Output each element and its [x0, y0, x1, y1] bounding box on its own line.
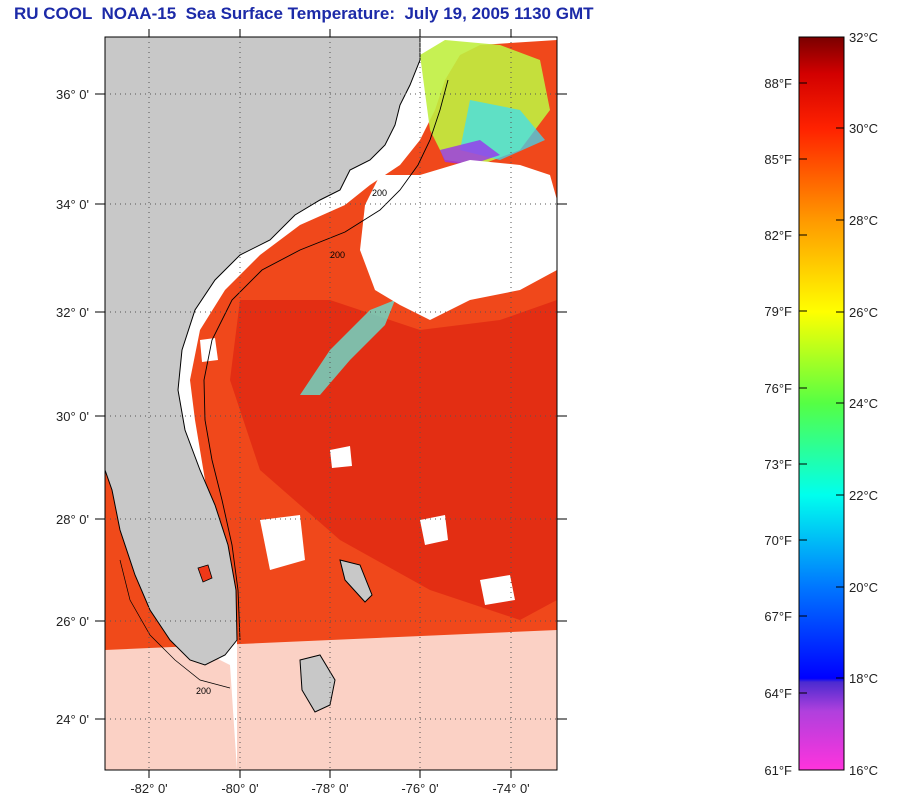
lat-label: 32° 0': [56, 305, 89, 320]
lat-label: 24° 0': [56, 712, 89, 727]
colorbar-f-label: 85°F: [764, 152, 792, 167]
axis-ticks: [95, 29, 567, 778]
colorbar-c-label: 18°C: [849, 671, 878, 686]
colorbar-f-label: 76°F: [764, 381, 792, 396]
colorbar-c-label: 32°C: [849, 30, 878, 45]
lat-label: 28° 0': [56, 512, 89, 527]
map-panel: [105, 37, 557, 770]
colorbar-c-label: 28°C: [849, 213, 878, 228]
cloud-patch-1: [260, 515, 305, 570]
land-us-coast: [105, 37, 421, 666]
colorbar-fahrenheit-labels: 88°F 85°F 82°F 79°F 76°F 73°F 70°F 67°F …: [764, 76, 792, 778]
map-title: RU COOL NOAA-15 Sea Surface Temperature:…: [14, 4, 594, 23]
land-bahamas-eleuthera: [339, 559, 373, 603]
longitude-labels: -82° 0' -80° 0' -78° 0' -76° 0' -74° 0': [130, 781, 529, 796]
colorbar-f-label: 67°F: [764, 609, 792, 624]
graticule: [105, 37, 557, 770]
lon-label: -76° 0': [401, 781, 438, 796]
colorbar-f-label: 64°F: [764, 686, 792, 701]
sst-purple-patch: [440, 140, 500, 165]
sst-cool-streak: [300, 300, 395, 395]
latitude-labels: 36° 0' 34° 0' 32° 0' 30° 0' 28° 0' 26° 0…: [56, 87, 89, 727]
land-bahamas-andros: [299, 654, 336, 713]
lat-label: 26° 0': [56, 614, 89, 629]
land-lake-okeechobee: [197, 564, 213, 583]
isobath-200m: [203, 79, 449, 641]
colorbar-f-label: 79°F: [764, 304, 792, 319]
lon-label: -74° 0': [492, 781, 529, 796]
map-frame: [104, 36, 558, 771]
colorbar-c-label: 22°C: [849, 488, 878, 503]
lon-label: -82° 0': [130, 781, 167, 796]
lon-label: -80° 0': [221, 781, 258, 796]
colorbar-c-label: 16°C: [849, 763, 878, 778]
colorbar-f-label: 70°F: [764, 533, 792, 548]
colorbar-ticks: [799, 82, 844, 694]
colorbar-f-label: 82°F: [764, 228, 792, 243]
isobath-label: 200: [330, 250, 345, 260]
colorbar-c-label: 26°C: [849, 305, 878, 320]
isobath-labels: 200 200 200: [196, 188, 387, 696]
cloud-patch-4: [330, 446, 352, 468]
lon-label: -78° 0': [311, 781, 348, 796]
colorbar-celsius-labels: 32°C 30°C 28°C 26°C 24°C 22°C 20°C 18°C …: [849, 30, 878, 778]
colorbar-c-label: 30°C: [849, 121, 878, 136]
cloud-patch-5: [200, 338, 218, 362]
colorbar-c-label: 20°C: [849, 580, 878, 595]
lat-label: 30° 0': [56, 409, 89, 424]
cloud-patch-3: [480, 575, 515, 605]
cloud-patch-2: [420, 515, 448, 545]
isobath-label: 200: [372, 188, 387, 198]
colorbar-f-label: 88°F: [764, 76, 792, 91]
lat-label: 36° 0': [56, 87, 89, 102]
colorbar-f-label: 61°F: [764, 763, 792, 778]
isobath-shelf: [119, 559, 231, 689]
cloud-mass-north: [360, 160, 557, 320]
colorbar-c-label: 24°C: [849, 396, 878, 411]
lat-label: 34° 0': [56, 197, 89, 212]
colorbar-f-label: 73°F: [764, 457, 792, 472]
isobath-label: 200: [196, 686, 211, 696]
